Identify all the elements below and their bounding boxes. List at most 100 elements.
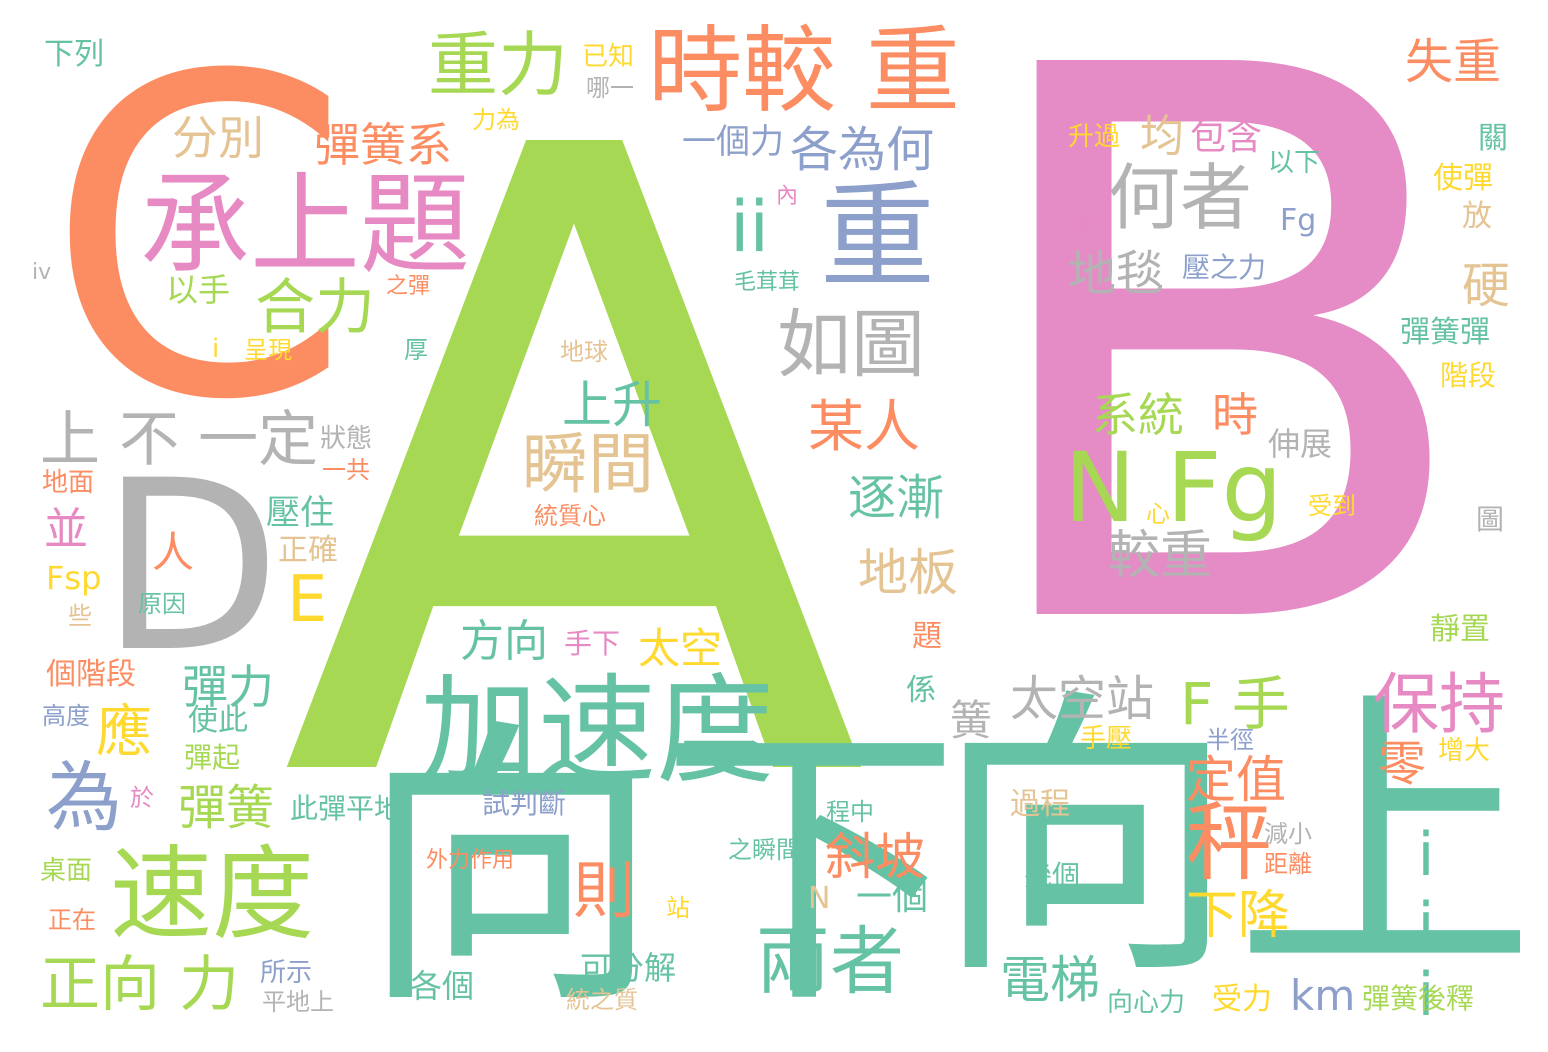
word-jingzhi: 靜置 — [1430, 615, 1490, 645]
word-shici: 使此 — [188, 706, 248, 736]
word-zhuangtai: 狀態 — [320, 426, 372, 452]
word-yizhi: 已知 — [582, 44, 634, 70]
word-jun: 均 — [1140, 115, 1184, 159]
word-xitong: 系統 — [1092, 392, 1184, 438]
word-citanpingdi: 此彈平地 — [290, 795, 402, 823]
word-zhengxiangli: 正向 力 — [40, 955, 239, 1015]
word-shouli: 受力 — [1212, 985, 1272, 1015]
word-xiangxinli: 向心力 — [1107, 990, 1185, 1016]
word-shitan: 使彈 — [1433, 164, 1493, 194]
word-bing: 並 — [44, 508, 88, 552]
word-yigeli: 一個力 — [682, 125, 784, 159]
word-dimian: 地面 — [42, 470, 94, 496]
word-shenzhan: 伸展 — [1268, 428, 1332, 460]
word-tanhuangxi: 彈簧系 — [314, 122, 452, 168]
word-yazhili: 壓之力 — [1182, 254, 1266, 282]
word-dingzhi: 定值 — [1186, 755, 1286, 805]
word-heli: 合力 — [255, 278, 375, 338]
word-ze: 則 — [573, 860, 635, 922]
word-shouxia: 手下 — [564, 630, 620, 658]
word-ling: 零 — [1378, 740, 1426, 788]
word-yigong: 一共 — [322, 458, 370, 482]
word-gaodu: 高度 — [42, 704, 90, 728]
word-geweihe: 各為何 — [790, 126, 934, 174]
word-xi: 係 — [906, 676, 936, 706]
word-shunjian: 瞬間 — [522, 432, 654, 498]
word-xin: 心 — [1146, 502, 1170, 526]
word-iv: iv — [32, 262, 51, 284]
word-wei: 為 — [46, 760, 122, 836]
word-rutu: 如圖 — [777, 308, 925, 382]
word-nayi: 哪一 — [586, 76, 634, 100]
word-banjing: 半徑 — [1206, 728, 1254, 752]
word-n-small: N — [808, 884, 830, 914]
word-fangxiang: 方向 — [460, 620, 548, 664]
word-chengshangti: 承上題 — [140, 170, 470, 280]
word-tanhuang: 彈簧 — [178, 784, 274, 832]
word-shoudao: 受到 — [1308, 494, 1356, 518]
word-shi: 時 — [1212, 392, 1258, 438]
word-dianti: 電梯 — [1000, 955, 1100, 1005]
word-shouya: 手壓 — [1080, 726, 1132, 752]
word-yuanyin: 原因 — [138, 592, 186, 616]
word-zhuomian: 桌面 — [40, 858, 92, 884]
word-shijiaozhong: 時較 重 — [648, 25, 960, 119]
word-jiao: 較 — [1076, 212, 1102, 238]
word-nei: 內 — [776, 186, 798, 208]
word-shengguo: 升過 — [1068, 124, 1120, 150]
word-shizhong: 失重 — [1405, 38, 1501, 86]
word-taikongzhan: 太空站 — [1010, 675, 1154, 723]
word-chengzhong: 程中 — [826, 800, 874, 824]
word-fg-small: Fg — [1280, 206, 1316, 236]
word-yixia: 以下 — [1268, 150, 1320, 176]
word-cheng: 秤 — [1186, 800, 1272, 886]
word-baochi: 保持 — [1373, 672, 1505, 738]
word-fenbie: 分別 — [172, 115, 264, 161]
word-shang-buyiding: 上 不 一定 — [40, 410, 318, 470]
word-hezhe: 何者 — [1108, 162, 1252, 234]
word-kefenjie: 可分解 — [580, 952, 676, 984]
word-shipanduan: 試判斷 — [482, 790, 566, 818]
word-jiasudu: 加速度 — [420, 672, 774, 790]
word-zhengque: 正確 — [278, 536, 338, 566]
word-zhujian: 逐漸 — [848, 474, 944, 522]
word-sudu: 速度 — [110, 845, 314, 947]
word-tanqi: 彈起 — [184, 744, 240, 772]
word-jige: 幾個 — [1024, 862, 1080, 890]
word-taikong: 太空 — [638, 628, 722, 670]
word-i: i — [212, 336, 219, 362]
word-ying: 應 — [96, 705, 152, 761]
word-fsp: Fsp — [46, 562, 101, 594]
word-guocheng: 過程 — [1010, 790, 1070, 820]
word-zengda: 增大 — [1438, 738, 1490, 764]
word-gege: 各個 — [410, 970, 474, 1002]
word-b: B — [962, 0, 1483, 732]
word-yige: 一個 — [856, 880, 928, 916]
word-juli: 距離 — [1264, 852, 1312, 876]
word-km: km — [1290, 975, 1355, 1017]
word-ti: 題 — [912, 622, 942, 652]
word-yishou: 以手 — [166, 274, 230, 306]
word-e: E — [287, 568, 327, 632]
word-huang: 簧 — [950, 700, 992, 742]
word-fang: 放 — [1462, 202, 1492, 232]
word-tongzhizhi: 統之質 — [566, 988, 638, 1012]
word-yu: 於 — [130, 786, 154, 810]
word-n-fg: N Fg — [1064, 440, 1282, 536]
word-chengxian: 呈現 — [244, 338, 292, 362]
word-zhishunjian: 之瞬間 — [728, 838, 800, 862]
word-xiajiang: 下降 — [1186, 890, 1290, 942]
word-suoshi: 所示 — [260, 960, 312, 986]
word-mouren: 某人 — [808, 400, 920, 456]
word-xialie: 下列 — [44, 40, 104, 70]
word-wailizuoyong: 外力作用 — [426, 850, 514, 872]
word-tanhuangtan: 彈簧彈 — [1400, 318, 1490, 348]
word-pingdishang: 平地上 — [262, 990, 334, 1014]
word-diban: 地板 — [858, 548, 958, 598]
word-hou: 厚 — [404, 338, 428, 362]
word-liangzhe: 兩者 — [756, 925, 904, 999]
word-maorongrong: 毛茸茸 — [734, 272, 800, 294]
word-zhengzai: 正在 — [48, 908, 96, 932]
word-zhitan: 之彈 — [386, 276, 430, 298]
